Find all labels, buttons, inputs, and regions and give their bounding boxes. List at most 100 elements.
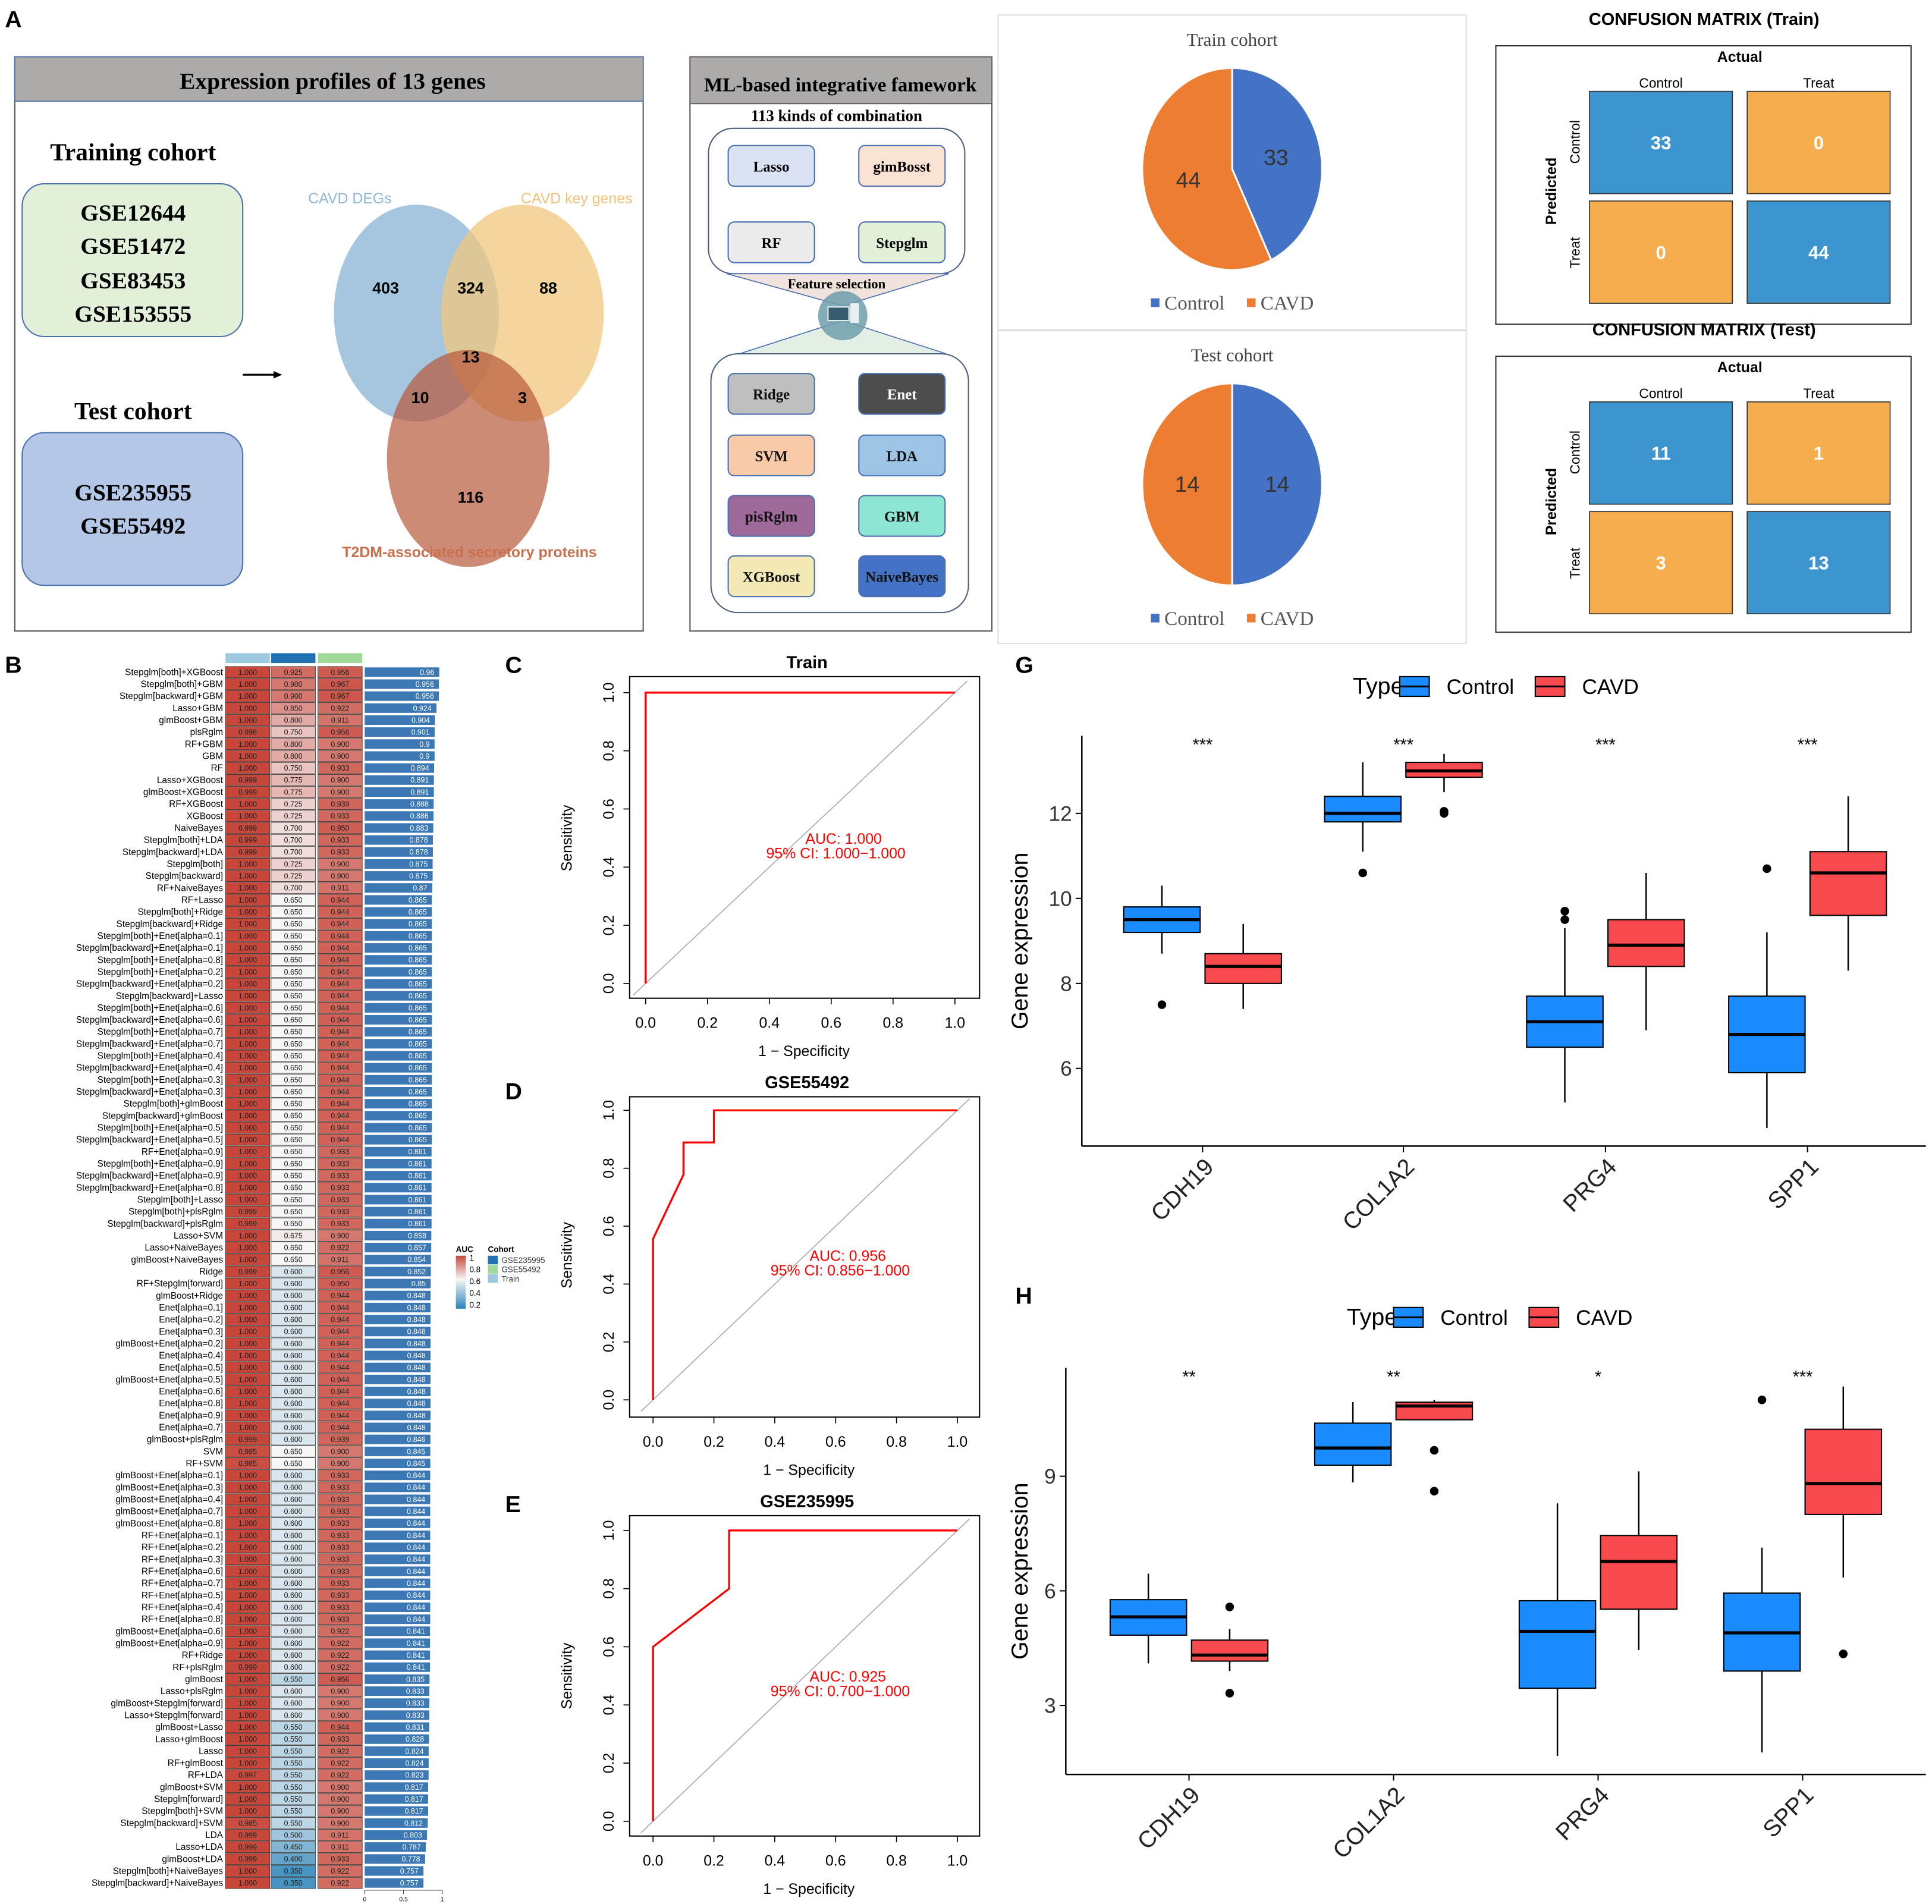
model-name: Lasso+plsRglm — [161, 1686, 223, 1696]
heatmap-cell-value: 0.956 — [331, 728, 349, 737]
heatmap-cell-value: 1.000 — [238, 1735, 257, 1743]
mean-auc-value: 0.886 — [410, 812, 429, 821]
roc-title: GSE55492 — [765, 1073, 849, 1092]
heatmap-cell — [271, 1145, 316, 1158]
heatmap-cell-value: 1.000 — [238, 1363, 257, 1372]
heatmap-cell-value: 0.944 — [331, 1400, 349, 1408]
predicted-label: Predicted — [1543, 468, 1560, 535]
plot-frame — [629, 1515, 981, 1837]
mean-auc-value: 0.848 — [407, 1303, 426, 1312]
auc-text: AUC: 0.925 — [809, 1669, 886, 1685]
heatmap-cell — [225, 1817, 271, 1829]
heatmap-cell-value: 1.000 — [238, 680, 257, 689]
heatmap-cell — [225, 1217, 271, 1230]
heatmap-cell — [318, 1158, 363, 1170]
heatmap-cell-value: 0.922 — [331, 1651, 349, 1660]
model-name: Stepglm[both]+Enet[alpha=0.8] — [98, 955, 223, 965]
y-tick-label: 0.0 — [601, 1811, 617, 1832]
legend-label: Control — [1164, 292, 1224, 314]
x-axis-label: 1 − Specificity — [763, 1881, 855, 1897]
outlier-point — [1560, 907, 1569, 916]
model-name: RF+GBM — [185, 739, 223, 749]
model-name: glmBoost+XGBoost — [143, 787, 224, 797]
heatmap-cell — [225, 906, 271, 918]
mean-auc-bar — [365, 1183, 432, 1193]
heatmap-cell-value: 1.000 — [238, 692, 257, 700]
mean-auc-bar — [365, 1302, 431, 1312]
cohort-legend-swatch — [488, 1274, 498, 1283]
heatmap-cell-value: 0.650 — [284, 1052, 303, 1060]
heatmap-cell — [225, 1853, 271, 1865]
outlier-point — [1430, 1446, 1439, 1455]
mean-auc-value: 0.841 — [407, 1651, 425, 1660]
method-label: XGBoost — [743, 569, 800, 585]
ci-text: 95% CI: 0.700−1.000 — [771, 1683, 910, 1700]
y-tick-label: 0.2 — [601, 1753, 617, 1774]
heatmap-cell — [225, 1805, 271, 1817]
heatmap-cell — [318, 1265, 363, 1278]
heatmap-cell — [318, 1445, 363, 1457]
heatmap-cell — [225, 1481, 271, 1494]
heatmap-cell-value: 0.956 — [331, 668, 349, 677]
mean-auc-value: 0.817 — [405, 1783, 423, 1792]
heatmap-cell-value: 0.900 — [331, 740, 349, 749]
mean-auc-bar — [365, 1350, 431, 1361]
mean-auc-bar — [365, 1039, 432, 1049]
heatmap-cell-value: 1.000 — [238, 1519, 257, 1528]
bar-axis-tick-label: 1 — [441, 1897, 444, 1903]
heatmap-cell-value: 0.650 — [284, 920, 303, 928]
heatmap-cell — [318, 978, 363, 990]
matrix-cell — [1746, 511, 1891, 615]
model-name: RF+NaiveBayes — [157, 883, 224, 893]
heatmap-cell-value: 0.600 — [284, 1292, 303, 1300]
y-tick-label: 10 — [1049, 887, 1072, 910]
legend-label: Control — [1447, 675, 1515, 699]
heatmap-cell — [318, 1757, 363, 1769]
heatmap-cell — [271, 1865, 316, 1877]
heatmap-cell — [271, 1277, 316, 1290]
model-name: glmBoost+SVM — [160, 1782, 223, 1792]
heatmap-cell — [271, 1242, 316, 1253]
mean-auc-bar — [365, 1255, 431, 1265]
mean-auc-value: 0.85 — [411, 1280, 426, 1288]
heatmap-cell-value: 1.000 — [238, 872, 257, 881]
method-box — [858, 221, 946, 263]
outlier-point — [1358, 868, 1367, 878]
heatmap-cell-value: 0.650 — [284, 1004, 303, 1012]
mean-auc-bar — [365, 1806, 428, 1816]
mean-auc-bar — [365, 1315, 431, 1325]
mean-auc-value: 0.844 — [407, 1531, 425, 1539]
heatmap-cell-value: 1.000 — [238, 1375, 257, 1384]
heatmap-cell-value: 0.925 — [284, 668, 303, 677]
heatmap-cell-value: 0.650 — [284, 896, 303, 904]
y-tick-label: 0.2 — [601, 915, 617, 936]
cohort-legend-swatch — [488, 1265, 498, 1274]
heatmap-cell-value: 0.985 — [238, 1447, 257, 1456]
mean-auc-value: 0.848 — [407, 1424, 426, 1432]
roc-curve — [645, 692, 955, 984]
model-name: RF+Enet[alpha=0.8] — [142, 1614, 223, 1625]
heatmap-cell — [225, 810, 271, 822]
heatmap-cell — [225, 1325, 271, 1338]
outlier-point — [1225, 1603, 1234, 1611]
method-box — [858, 495, 946, 537]
heatmap-cell — [225, 1253, 271, 1266]
heatmap-cell-value: 0.922 — [331, 1867, 349, 1875]
heatmap-cell-value: 0.999 — [238, 1435, 257, 1444]
heatmap-cell-value: 0.933 — [331, 1172, 349, 1180]
heatmap-cell-value: 0.600 — [284, 1375, 303, 1384]
mean-auc-bar — [365, 715, 435, 725]
y-tick-label: 1.0 — [601, 683, 617, 703]
heatmap-cell — [318, 1242, 363, 1253]
matrix-cell — [1589, 401, 1733, 505]
heatmap-cell — [318, 690, 363, 702]
model-name: Stepglm[both]+Enet[alpha=0.3] — [98, 1075, 223, 1085]
model-name: RF+Enet[alpha=0.2] — [142, 1542, 223, 1553]
heatmap-cell — [318, 1697, 363, 1710]
heatmap-cell — [225, 1110, 271, 1122]
heatmap-cell — [225, 954, 271, 966]
row-class-label: Control — [1567, 120, 1582, 164]
model-name: RF+SVM — [186, 1459, 223, 1469]
heatmap-cell-value: 0.650 — [284, 1076, 303, 1084]
